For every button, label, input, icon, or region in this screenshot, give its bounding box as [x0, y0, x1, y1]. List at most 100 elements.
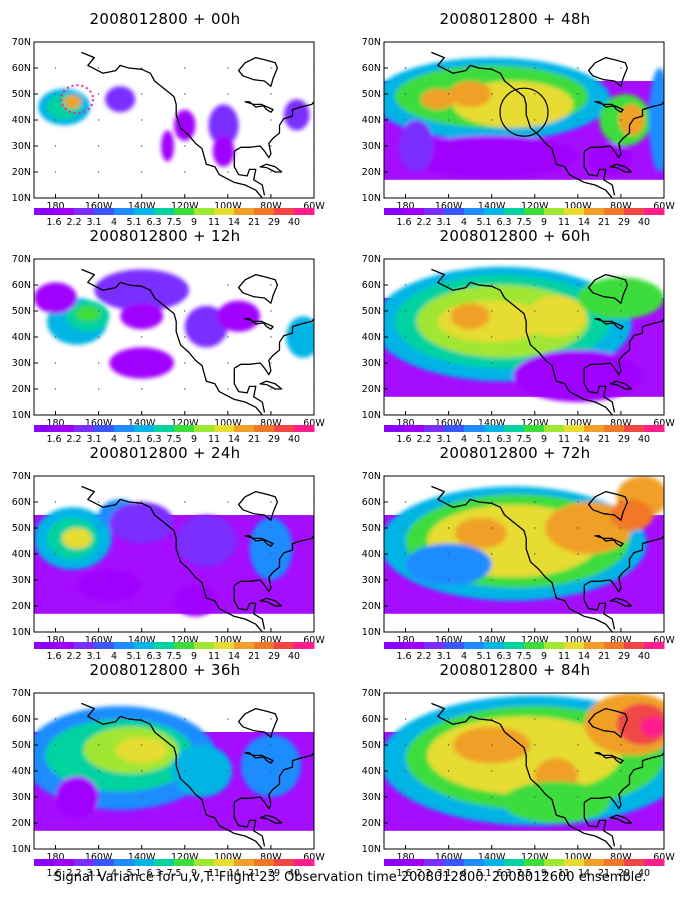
colorbar-swatch — [234, 859, 255, 866]
map-panel-24h: 2008012800 + 24h 70N 60N 50N 40N 30N 20N 10N 180… — [0, 444, 330, 662]
colorbar-swatch — [34, 859, 55, 866]
variance-contour — [77, 569, 142, 601]
lat-label: 70N — [362, 471, 381, 482]
colorbar-label: 1.6 — [46, 434, 61, 445]
variance-contour — [34, 282, 78, 314]
coastline — [431, 485, 613, 632]
colorbar-label: 11 — [208, 651, 220, 662]
colorbar-label: 11 — [208, 217, 220, 228]
map-panel-48h: 2008012800 + 48h 70N 60N 50N 40N 30N 20N 10N 180… — [350, 10, 680, 228]
colorbar-label: 2.2 — [66, 651, 81, 662]
variance-contour — [174, 109, 196, 141]
lat-label: 70N — [12, 688, 31, 699]
lat-label: 60N — [12, 63, 31, 74]
colorbar-swatch — [504, 859, 525, 866]
lat-label: 50N — [12, 740, 31, 751]
colorbar-label: 29 — [268, 651, 280, 662]
colorbar: 1.6 2.2 3.1 4 5.1 6.3 7.5 9 11 14 21 29 40 — [34, 208, 315, 228]
colorbar-label: 2.2 — [416, 651, 431, 662]
colorbar-label: 1.6 — [46, 217, 61, 228]
colorbar-label: 14 — [578, 434, 590, 445]
lon-label: 160W — [85, 852, 113, 861]
colorbar-swatch — [424, 208, 445, 215]
colorbar-swatch — [464, 425, 485, 432]
colorbar-swatch — [214, 642, 235, 649]
colorbar-label: 40 — [288, 868, 300, 879]
lon-label: 100W — [564, 201, 592, 210]
colorbar-swatch — [604, 208, 625, 215]
colorbar-label: 1.6 — [396, 434, 411, 445]
coastline — [237, 273, 279, 304]
figure-caption: Signal Variance for u,v,T. Flight 23. Ob… — [53, 870, 647, 885]
variance-contour — [286, 316, 314, 358]
lat-label: 70N — [12, 471, 31, 482]
variance-contour — [171, 745, 233, 797]
coastline — [233, 151, 266, 196]
colorbar-swatch — [404, 208, 425, 215]
lon-label: 100W — [214, 852, 242, 861]
colorbar-swatch — [404, 642, 425, 649]
panel-title: 2008012800 + 60h — [439, 227, 591, 245]
colorbar-swatch — [154, 859, 175, 866]
variance-contour — [161, 130, 175, 162]
variance-contour — [217, 300, 261, 332]
lat-label: 40N — [362, 332, 381, 343]
colorbar-swatch — [524, 859, 545, 866]
coastline — [233, 802, 266, 847]
coastline — [609, 597, 633, 607]
colorbar-label: 14 — [578, 217, 590, 228]
colorbar-swatch — [154, 425, 175, 432]
colorbar-label: 40 — [638, 434, 650, 445]
colorbar-swatch — [404, 425, 425, 432]
colorbar-swatch — [94, 642, 115, 649]
coastline — [81, 51, 263, 198]
colorbar-swatch — [404, 859, 425, 866]
colorbar-label: 40 — [288, 651, 300, 662]
coastline — [259, 814, 283, 824]
colorbar-label: 11 — [558, 434, 570, 445]
colorbar-swatch — [134, 425, 155, 432]
colorbar-swatch — [214, 859, 235, 866]
lat-label: 50N — [12, 523, 31, 534]
variance-contour — [184, 305, 228, 348]
colorbar-label: 3.1 — [86, 651, 101, 662]
colorbar-label: 7.5 — [516, 217, 531, 228]
colorbar-swatch — [544, 208, 565, 215]
colorbar-swatch — [254, 859, 275, 866]
colorbar-label: 4 — [461, 434, 467, 445]
colorbar-label: 7.5 — [166, 868, 181, 879]
colorbar-label: 1.6 — [46, 651, 61, 662]
variance-contour — [61, 528, 93, 549]
colorbar-swatch — [584, 425, 605, 432]
lat-label: 30N — [12, 575, 31, 586]
lat-label: 10N — [362, 193, 381, 204]
colorbar-label: 4 — [111, 434, 117, 445]
colorbar-swatch — [214, 208, 235, 215]
coastline — [244, 535, 274, 547]
colorbar-label: 40 — [638, 651, 650, 662]
colorbar-swatch — [444, 642, 465, 649]
lon-label: 120W — [521, 201, 549, 210]
map-panel-00h: 2008012800 + 00h 70N 60N 50N 40N 30N 20N 10N 180… — [0, 10, 330, 228]
lat-label: 60N — [362, 63, 381, 74]
colorbar-label: 21 — [598, 434, 610, 445]
variance-map: 70N 60N 50N 40N 30N 20N 10N 180 160W 140W 120W 100W… — [12, 688, 326, 861]
panel-title: 2008012800 + 00h — [89, 10, 241, 28]
lon-label: 120W — [521, 852, 549, 861]
colorbar-label: 40 — [288, 217, 300, 228]
colorbar-label: 11 — [558, 868, 570, 879]
colorbar-swatch — [464, 642, 485, 649]
colorbar-label: 7.5 — [166, 217, 181, 228]
colorbar-swatch — [424, 642, 445, 649]
lat-label: 10N — [12, 627, 31, 638]
coastline — [594, 101, 624, 113]
lat-label: 20N — [362, 384, 381, 395]
colorbar-swatch — [234, 425, 255, 432]
lon-label: 160W — [85, 201, 113, 210]
colorbar-label: 1.6 — [396, 651, 411, 662]
variance-contour — [55, 776, 99, 818]
colorbar-label: 5.1 — [126, 868, 141, 879]
variance-contour — [577, 277, 664, 319]
colorbar-label: 14 — [578, 868, 590, 879]
colorbar-label: 21 — [598, 217, 610, 228]
